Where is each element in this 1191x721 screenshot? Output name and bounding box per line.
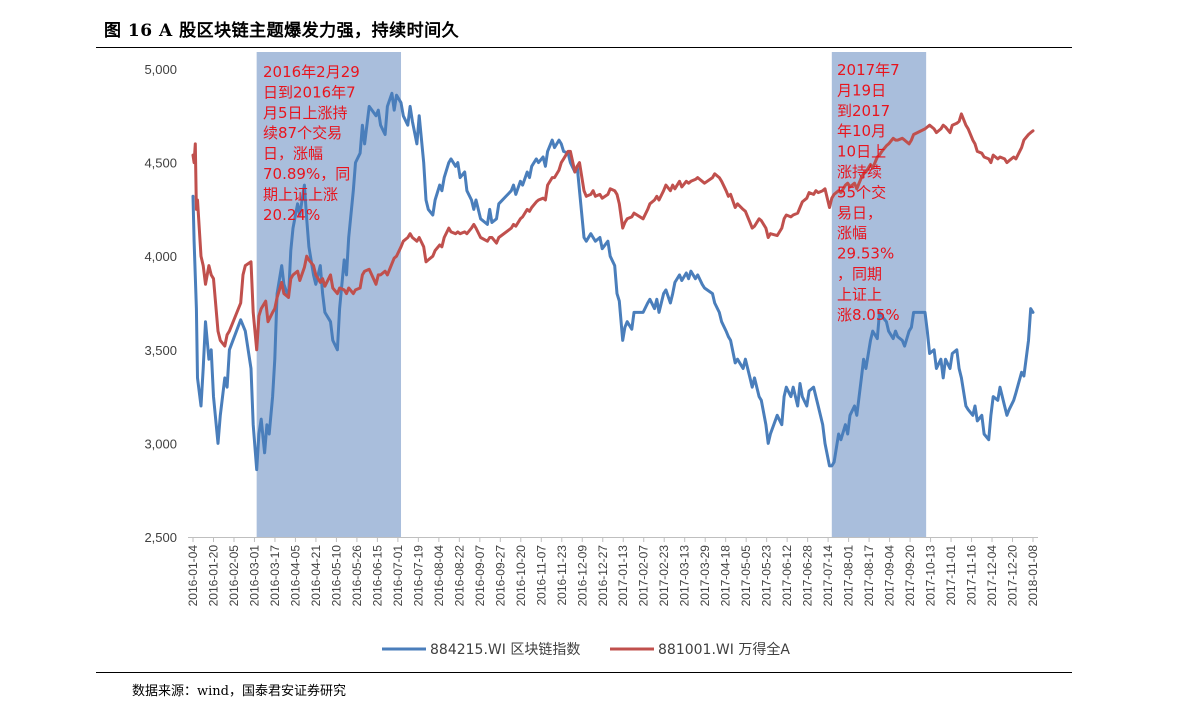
x-tick-label: 2016-12-27 bbox=[596, 545, 610, 607]
shaded-period-2 bbox=[831, 52, 927, 537]
annotation-line: 易日， bbox=[837, 204, 882, 222]
y-tick-label: 4,500 bbox=[144, 156, 177, 171]
x-tick-label: 2017-03-13 bbox=[678, 545, 692, 607]
annotations: 2016年2月29 日到2016年7 月5日上涨持续87个交易日，涨幅 70.89%，… bbox=[263, 61, 900, 324]
legend-label-2: 881001.WI 万得全A bbox=[658, 641, 790, 658]
annotation-line: 上证上 bbox=[837, 285, 882, 303]
x-tick-label: 2016-05-10 bbox=[329, 545, 343, 607]
x-tick-label: 2017-05-23 bbox=[760, 545, 774, 607]
shaded-periods bbox=[256, 52, 927, 537]
x-tick-label: 2017-04-18 bbox=[719, 545, 733, 607]
x-tick-label: 2017-12-20 bbox=[1006, 545, 1020, 607]
annotation-1: 2016年2月29 日到2016年7 月5日上涨持续87个交易日，涨幅 70.89%，… bbox=[263, 63, 360, 224]
x-tick-label: 2016-09-07 bbox=[473, 545, 487, 607]
x-tick-label: 2016-12-09 bbox=[575, 545, 589, 607]
annotation-line: 年10月 bbox=[837, 122, 886, 140]
annotation-line: 70.89%，同 bbox=[263, 165, 350, 183]
shaded-period-1 bbox=[256, 52, 402, 537]
x-tick-label: 2016-01-04 bbox=[186, 545, 200, 607]
annotation-line: 涨持续 bbox=[837, 163, 882, 181]
top-rule bbox=[96, 47, 1072, 48]
figure-title: 图 16 A 股区块链主题爆发力强，持续时间久 bbox=[104, 21, 460, 41]
x-tick-label: 2017-08-17 bbox=[862, 545, 876, 607]
annotation-line: 期上证上涨 bbox=[263, 185, 338, 203]
x-tick-label: 2017-06-12 bbox=[780, 545, 794, 607]
x-tick-label: 2017-02-23 bbox=[657, 545, 671, 607]
x-tick-label: 2017-09-20 bbox=[903, 545, 917, 607]
x-tick-label: 2016-03-17 bbox=[268, 545, 282, 607]
source-note: 数据来源：wind，国泰君安证券研究 bbox=[132, 684, 346, 699]
annotation-2: 2017年7 月19日到2017 年10月 10日上涨持续 55个交易日， 涨幅 29.53… bbox=[837, 61, 900, 324]
y-tick-label: 4,000 bbox=[144, 249, 177, 264]
series-lines bbox=[191, 91, 1035, 472]
x-tick-label: 2017-09-04 bbox=[883, 545, 897, 607]
y-tick-label: 5,000 bbox=[144, 62, 177, 77]
chart-axes: 5,000 4,500 4,000 3,500 3,000 2,500 2016-01-04… bbox=[144, 62, 1040, 606]
x-tick-label: 2017-07-14 bbox=[821, 545, 835, 607]
x-tick-label: 2016-07-19 bbox=[411, 545, 425, 607]
x-tick-label: 2016-02-05 bbox=[227, 545, 241, 607]
x-tick-label: 2017-10-13 bbox=[924, 545, 938, 607]
x-tick-label: 2017-11-16 bbox=[965, 545, 979, 606]
x-tick-label: 2017-12-04 bbox=[985, 545, 999, 607]
annotation-line: 10日上 bbox=[837, 143, 886, 161]
annotation-line: ，同期 bbox=[837, 265, 882, 283]
chart-legend: 884215.WI 区块链指数 881001.WI 万得全A bbox=[382, 641, 790, 658]
bottom-rule bbox=[96, 672, 1072, 673]
x-tick-label: 2016-06-15 bbox=[370, 545, 384, 607]
x-tick-label: 2016-08-04 bbox=[432, 545, 446, 607]
x-tick-label: 2016-10-20 bbox=[514, 545, 528, 607]
x-tick-label: 2017-08-01 bbox=[842, 545, 856, 607]
x-tick-label: 2016-05-26 bbox=[350, 545, 364, 607]
y-tick-label: 2,500 bbox=[144, 530, 177, 545]
y-tick-label: 3,500 bbox=[144, 343, 177, 358]
annotation-line: 20.24% bbox=[263, 206, 320, 224]
x-tick-label: 2017-02-07 bbox=[637, 545, 651, 607]
y-tick-label: 3,000 bbox=[144, 436, 177, 451]
annotation-line: 日到2016年7 bbox=[263, 83, 356, 101]
annotation-line: 2017年7 bbox=[837, 61, 900, 79]
x-tick-label: 2016-08-22 bbox=[452, 545, 466, 607]
x-tick-label: 2018-01-08 bbox=[1026, 545, 1040, 607]
x-tick-label: 2016-04-05 bbox=[288, 545, 302, 607]
annotation-line: 续87个交易 bbox=[263, 124, 342, 142]
annotation-line: 月5日上涨持 bbox=[263, 104, 348, 122]
series-line-1 bbox=[191, 91, 1035, 472]
annotation-line: 55个交 bbox=[837, 183, 886, 201]
x-tick-label: 2017-11-01 bbox=[944, 545, 958, 606]
x-tick-label: 2017-06-28 bbox=[801, 545, 815, 607]
annotation-line: 涨8.05% bbox=[837, 306, 900, 324]
annotation-line: 涨幅 bbox=[837, 224, 867, 242]
x-tick-label: 2017-05-05 bbox=[739, 545, 753, 607]
x-tick-label: 2017-01-13 bbox=[616, 545, 630, 607]
x-tick-label: 2016-11-23 bbox=[555, 545, 569, 606]
legend-label-1: 884215.WI 区块链指数 bbox=[430, 642, 580, 658]
annotation-line: 2016年2月29 bbox=[263, 63, 360, 81]
annotation-line: 到2017 bbox=[837, 102, 890, 120]
x-tick-label: 2016-07-01 bbox=[391, 545, 405, 607]
x-tick-label: 2016-04-21 bbox=[309, 545, 323, 607]
series-line-2 bbox=[191, 112, 1035, 352]
x-tick-label: 2016-01-20 bbox=[206, 545, 220, 607]
x-tick-label: 2016-11-07 bbox=[534, 545, 548, 606]
annotation-line: 日，涨幅 bbox=[263, 145, 323, 163]
x-tick-label: 2016-03-01 bbox=[247, 545, 261, 607]
x-tick-label: 2016-09-27 bbox=[493, 545, 507, 607]
annotation-line: 月19日 bbox=[837, 81, 886, 99]
x-tick-label: 2017-03-29 bbox=[698, 545, 712, 607]
annotation-line: 29.53% bbox=[837, 245, 894, 263]
